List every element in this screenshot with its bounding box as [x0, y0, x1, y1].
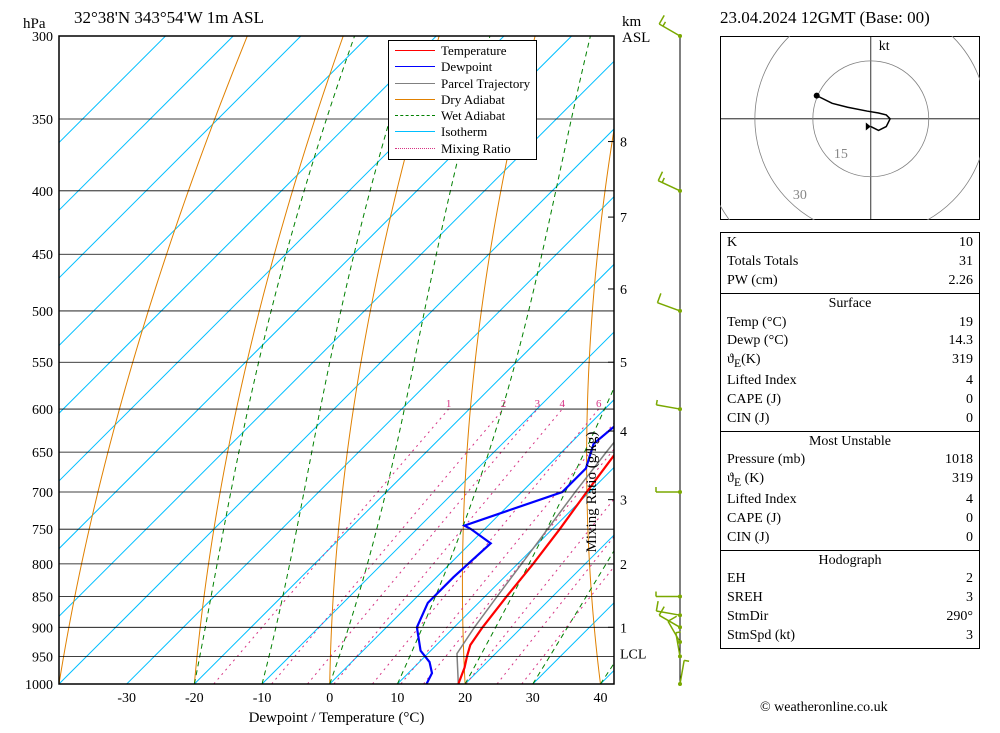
index-row: CIN (J)0 [727, 410, 973, 429]
svg-text:30: 30 [526, 691, 540, 706]
svg-text:8: 8 [620, 136, 627, 151]
index-row: Totals Totals31 [727, 253, 973, 272]
svg-text:750: 750 [32, 523, 53, 538]
svg-text:5: 5 [620, 356, 627, 371]
indices-panel: K10Totals Totals31PW (cm)2.26SurfaceTemp… [720, 232, 980, 649]
svg-text:Mixing Ratio (g/kg): Mixing Ratio (g/kg) [584, 432, 600, 553]
svg-text:450: 450 [32, 248, 53, 263]
index-row: StmSpd (kt)3 [727, 627, 973, 646]
svg-text:Dewpoint / Temperature (°C): Dewpoint / Temperature (°C) [249, 710, 425, 726]
legend-item: Mixing Ratio [395, 141, 530, 157]
svg-text:2: 2 [501, 398, 507, 410]
index-row: PW (cm)2.26 [727, 272, 973, 291]
svg-text:hPa: hPa [23, 16, 46, 32]
index-row: Temp (°C)19 [727, 314, 973, 333]
svg-text:-10: -10 [253, 691, 272, 706]
svg-text:700: 700 [32, 486, 53, 501]
index-section: HodographEH2SREH3StmDir290°StmSpd (kt)3 [721, 550, 979, 648]
location-title: 32°38'N 343°54'W 1m ASL [74, 8, 264, 28]
svg-text:650: 650 [32, 446, 53, 461]
svg-text:300: 300 [32, 30, 53, 45]
svg-text:8: 8 [623, 398, 629, 410]
index-row: SREH3 [727, 589, 973, 608]
svg-text:1000: 1000 [25, 678, 53, 693]
index-row: K10 [727, 234, 973, 253]
svg-text:1: 1 [620, 621, 627, 636]
index-section-header: Surface [727, 295, 973, 314]
svg-text:15: 15 [834, 147, 848, 162]
legend-item: Parcel Trajectory [395, 76, 530, 92]
index-section: SurfaceTemp (°C)19Dewp (°C)14.3ϑE(K)319L… [721, 293, 979, 431]
svg-text:950: 950 [32, 650, 53, 665]
svg-text:600: 600 [32, 403, 53, 418]
index-row: EH2 [727, 570, 973, 589]
legend-item: Dry Adiabat [395, 92, 530, 108]
svg-text:850: 850 [32, 591, 53, 606]
svg-text:30: 30 [793, 188, 807, 203]
svg-text:10: 10 [390, 691, 404, 706]
svg-text:6: 6 [620, 283, 627, 298]
legend-item: Dewpoint [395, 59, 530, 75]
svg-text:2: 2 [620, 558, 627, 573]
legend-item: Temperature [395, 43, 530, 59]
svg-text:kt: kt [879, 39, 890, 54]
hodograph: 153045kt [720, 36, 980, 220]
legend: TemperatureDewpointParcel TrajectoryDry … [388, 40, 537, 160]
svg-text:0: 0 [326, 691, 333, 706]
svg-text:800: 800 [32, 558, 53, 573]
index-row: Pressure (mb)1018 [727, 451, 973, 470]
svg-text:ASL: ASL [622, 30, 650, 46]
svg-text:6: 6 [596, 398, 602, 410]
svg-text:500: 500 [32, 305, 53, 320]
index-row: CIN (J)0 [727, 529, 973, 548]
index-section-header: Most Unstable [727, 433, 973, 452]
skewt-diagram: 1234681015202530035040045050055060065070… [0, 0, 700, 733]
svg-text:4: 4 [560, 398, 566, 410]
index-row: Lifted Index4 [727, 491, 973, 510]
index-row: StmDir290° [727, 608, 973, 627]
svg-text:4: 4 [620, 425, 627, 440]
svg-text:-30: -30 [117, 691, 136, 706]
svg-text:20: 20 [458, 691, 472, 706]
index-row: CAPE (J)0 [727, 391, 973, 410]
datetime-title: 23.04.2024 12GMT (Base: 00) [720, 8, 930, 28]
svg-text:900: 900 [32, 621, 53, 636]
svg-text:-20: -20 [185, 691, 204, 706]
legend-item: Isotherm [395, 124, 530, 140]
index-row: Dewp (°C)14.3 [727, 332, 973, 351]
index-section: K10Totals Totals31PW (cm)2.26 [721, 233, 979, 293]
svg-text:1: 1 [446, 398, 452, 410]
svg-text:LCL: LCL [620, 648, 646, 663]
index-row: CAPE (J)0 [727, 510, 973, 529]
index-row: Lifted Index4 [727, 372, 973, 391]
svg-text:350: 350 [32, 113, 53, 128]
svg-text:400: 400 [32, 185, 53, 200]
index-section-header: Hodograph [727, 552, 973, 571]
legend-item: Wet Adiabat [395, 108, 530, 124]
index-row: ϑE (K)319 [727, 470, 973, 491]
svg-text:7: 7 [620, 211, 627, 226]
copyright: © weatheronline.co.uk [760, 700, 888, 716]
svg-text:3: 3 [620, 494, 627, 509]
index-row: ϑE(K)319 [727, 351, 973, 372]
svg-text:40: 40 [593, 691, 607, 706]
svg-text:550: 550 [32, 356, 53, 371]
svg-text:3: 3 [535, 398, 541, 410]
index-section: Most UnstablePressure (mb)1018ϑE (K)319L… [721, 431, 979, 550]
wind-barb-column [650, 0, 710, 733]
svg-text:km: km [622, 14, 642, 30]
